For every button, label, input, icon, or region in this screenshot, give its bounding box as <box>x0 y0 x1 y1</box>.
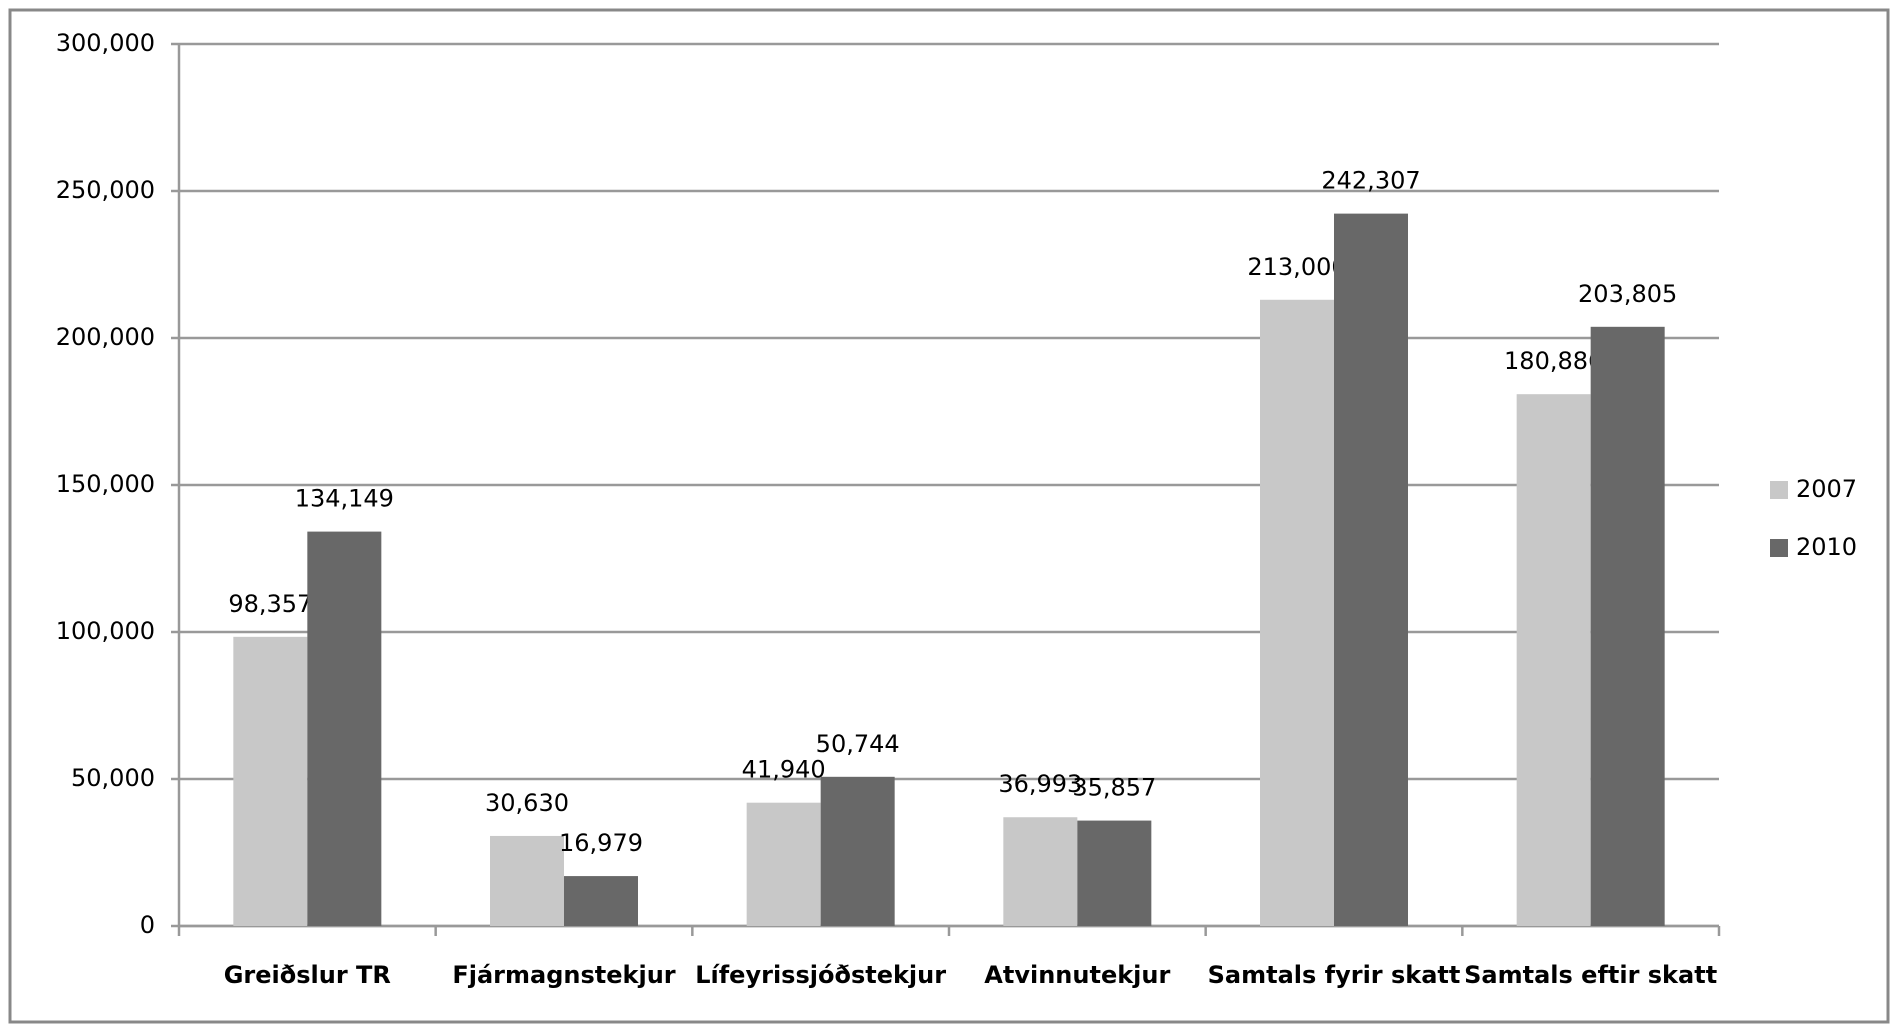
data-label: 242,307 <box>1321 167 1420 195</box>
data-label: 41,940 <box>742 756 826 784</box>
data-label: 134,149 <box>295 485 394 513</box>
data-label: 30,630 <box>485 789 569 817</box>
data-label: 16,979 <box>559 829 643 857</box>
bar <box>820 776 895 926</box>
legend-label: 2010 <box>1796 533 1857 561</box>
x-tick-label: Samtals eftir skatt <box>1464 961 1717 989</box>
bar <box>1003 817 1078 926</box>
data-label: 180,886 <box>1504 347 1603 375</box>
legend-swatch <box>1770 539 1788 557</box>
data-label: 98,357 <box>228 590 312 618</box>
bar <box>1334 213 1408 926</box>
data-label: 36,993 <box>998 770 1082 798</box>
y-tick-label: 300,000 <box>56 29 155 57</box>
data-label: 35,857 <box>1072 774 1156 802</box>
bar <box>1077 820 1152 926</box>
bar <box>1516 394 1591 926</box>
legend-label: 2007 <box>1796 475 1857 503</box>
x-tick-label: Atvinnutekjur <box>984 961 1170 989</box>
x-tick-label: Fjármagnstekjur <box>452 961 675 989</box>
y-tick-label: 250,000 <box>56 176 155 204</box>
x-tick-label: Samtals fyrir skatt <box>1208 961 1461 989</box>
bar <box>564 876 638 926</box>
bar <box>746 802 821 926</box>
y-tick-label: 150,000 <box>56 470 155 498</box>
y-tick-label: 0 <box>140 911 155 939</box>
legend-swatch <box>1770 481 1788 499</box>
y-tick-label: 200,000 <box>56 323 155 351</box>
bar <box>233 636 308 926</box>
y-tick-label: 50,000 <box>71 764 155 792</box>
bar <box>1590 326 1665 926</box>
data-label: 213,000 <box>1247 253 1346 281</box>
data-label: 50,744 <box>816 730 900 758</box>
chart-frame <box>8 8 1890 1024</box>
data-label: 203,805 <box>1578 280 1677 308</box>
bar <box>1260 299 1334 926</box>
x-tick-label: Lífeyrissjóðstekjur <box>695 961 946 989</box>
y-tick-label: 100,000 <box>56 617 155 645</box>
bar <box>490 835 564 926</box>
bar <box>307 531 382 926</box>
x-tick-label: Greiðslur TR <box>224 961 391 989</box>
